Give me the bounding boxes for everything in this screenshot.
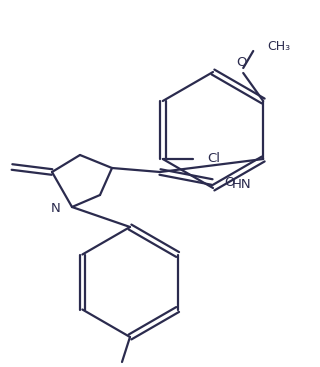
Text: O: O	[224, 175, 235, 189]
Text: N: N	[51, 203, 61, 215]
Text: CH₃: CH₃	[267, 40, 290, 54]
Text: O: O	[236, 57, 246, 69]
Text: HN: HN	[231, 178, 251, 190]
Text: Cl: Cl	[207, 153, 220, 166]
